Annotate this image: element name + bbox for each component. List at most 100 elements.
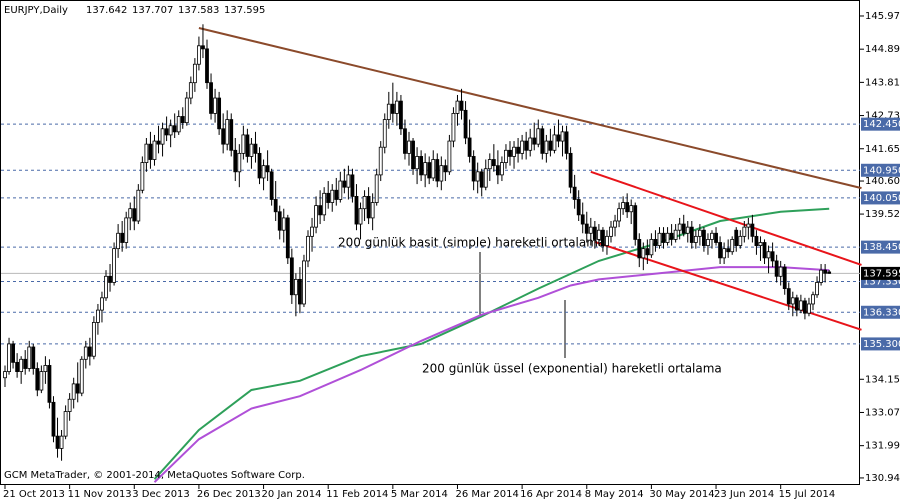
candle-body: [774, 260, 779, 277]
candle-body: [645, 248, 650, 256]
ohlc-value: 137.707: [132, 5, 173, 16]
candle-body: [217, 97, 222, 130]
candle-body: [766, 251, 771, 259]
candle-body: [568, 152, 573, 188]
y-tick-label: 145.970: [865, 11, 900, 22]
candle-body: [237, 152, 242, 173]
candle-body: [710, 232, 714, 240]
x-tick-label: 15 Jul 2014: [779, 489, 836, 500]
candle-body: [51, 401, 56, 437]
candle-body: [560, 131, 565, 142]
candle-body: [427, 162, 432, 179]
candle-body: [100, 297, 104, 311]
candle-body: [370, 202, 375, 219]
chart-title: EURJPY,Daily: [4, 5, 68, 16]
candle-body: [281, 217, 286, 231]
candle-body: [172, 125, 177, 133]
candle-body: [378, 146, 383, 176]
candle-body: [613, 220, 617, 228]
candle-body: [245, 134, 250, 157]
candle-body: [629, 205, 634, 213]
candle-body: [205, 48, 209, 84]
candle-body: [342, 180, 347, 188]
candle-body: [564, 131, 569, 154]
footer: GCM MetaTrader, © 2001-2014, MetaQuotes …: [4, 470, 305, 481]
candle-body: [67, 398, 72, 412]
candle-body: [798, 300, 803, 311]
candle-body: [665, 232, 670, 243]
candle-body: [273, 199, 278, 213]
x-tick-label: 23 Jun 2014: [714, 489, 774, 500]
candle-body: [455, 100, 460, 114]
ohlc-value: 137.583: [178, 5, 219, 16]
candle-body: [403, 128, 407, 154]
candle-body: [184, 97, 189, 124]
y-tick-label: 131.990: [865, 441, 900, 452]
candle-body: [59, 435, 64, 449]
candle-body: [330, 189, 335, 203]
candle-body: [168, 125, 173, 136]
candle-body: [192, 63, 197, 84]
candle-body: [491, 159, 496, 167]
candle-body: [596, 229, 601, 240]
y-tick-label: 133.070: [865, 407, 900, 418]
candle-body: [75, 383, 80, 394]
candle-body: [265, 165, 270, 173]
candle-body: [815, 282, 819, 296]
candle-body: [7, 343, 11, 372]
candle-body: [451, 113, 456, 142]
y-tick-label: 144.890: [865, 44, 900, 55]
x-tick-label: 11 Nov 2013: [68, 489, 132, 500]
candle-body: [823, 269, 828, 274]
candle-body: [124, 217, 129, 243]
candle-body: [362, 195, 367, 210]
level-label: 140.950: [863, 165, 900, 176]
candle-body: [803, 300, 807, 314]
candle-body: [374, 174, 379, 203]
candle-body: [689, 226, 694, 243]
y-tick-label: 141.650: [865, 144, 900, 155]
candle-body: [293, 278, 298, 296]
candle-body: [601, 229, 605, 246]
candle-body: [827, 271, 832, 274]
candle-body: [722, 248, 727, 259]
candle-body: [702, 229, 706, 246]
candle-body: [35, 368, 40, 391]
candle-body: [677, 223, 682, 231]
x-tick-label: 5 Mar 2014: [391, 489, 448, 500]
candle-body: [221, 128, 226, 145]
candle-body: [746, 223, 751, 228]
candle-body: [588, 226, 593, 234]
level-label-bg: [861, 305, 900, 319]
y-tick-label: 134.150: [865, 374, 900, 385]
candle-body: [811, 294, 815, 305]
candle-body: [580, 214, 585, 225]
candle-body: [504, 149, 508, 163]
candle-body: [637, 239, 642, 259]
candle-body: [298, 278, 302, 305]
y-tick-label: 143.810: [865, 77, 900, 88]
candle-body: [43, 365, 48, 372]
candle-body: [439, 165, 444, 182]
candle-body: [269, 171, 274, 200]
candle-body: [516, 146, 520, 154]
candle-body: [754, 235, 759, 246]
candle-body: [112, 248, 116, 283]
candle-body: [556, 134, 561, 142]
candle-body: [500, 162, 504, 176]
candle-body: [750, 223, 755, 237]
candle-body: [366, 195, 371, 219]
candle-body: [592, 226, 597, 240]
candle-body: [71, 383, 76, 400]
candle-body: [79, 358, 84, 394]
candle-body: [39, 371, 44, 391]
candle-body: [27, 346, 32, 369]
candle-body: [229, 119, 234, 151]
candle-body: [734, 229, 739, 246]
candle-body: [532, 137, 537, 145]
candle-body: [738, 235, 743, 246]
candle-body: [807, 303, 811, 314]
candle-body: [706, 239, 710, 246]
candle-body: [334, 189, 339, 200]
